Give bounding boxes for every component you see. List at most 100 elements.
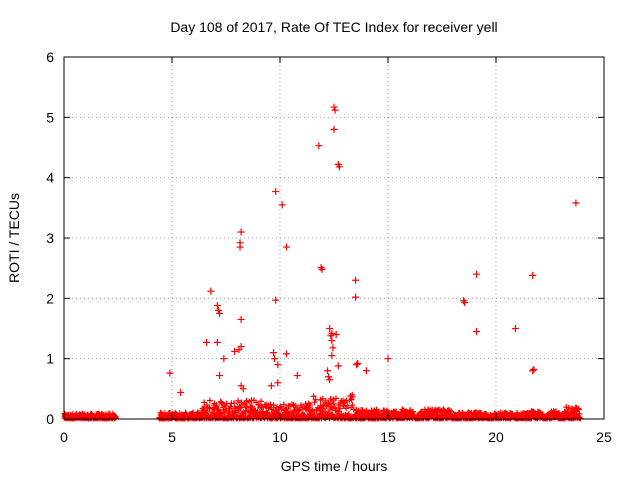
y-tick-label: 4 — [46, 170, 54, 186]
data-point — [461, 299, 469, 307]
data-point — [330, 400, 337, 407]
data-point — [231, 400, 238, 407]
data-point — [207, 287, 215, 295]
data-point — [272, 296, 280, 304]
data-point — [271, 355, 279, 363]
data-point — [343, 405, 350, 412]
data-point — [318, 265, 326, 273]
data-point — [326, 325, 334, 332]
data-point — [349, 393, 356, 400]
data-point — [278, 405, 285, 412]
data-point — [473, 328, 481, 336]
data-points — [61, 103, 584, 422]
data-point — [354, 359, 362, 367]
x-tick-label: 10 — [272, 429, 288, 445]
data-point — [319, 395, 326, 402]
data-point — [177, 388, 185, 396]
data-point — [530, 366, 538, 374]
data-point — [330, 125, 338, 133]
data-point — [315, 142, 323, 150]
data-point — [278, 201, 286, 209]
data-point — [575, 406, 582, 413]
data-point — [242, 407, 249, 414]
data-point — [166, 369, 174, 377]
data-point — [333, 395, 340, 402]
data-point — [325, 373, 333, 381]
y-axis-label: ROTI / TECUs — [6, 193, 22, 283]
data-point — [327, 332, 335, 340]
data-point — [213, 302, 221, 310]
data-point — [206, 404, 213, 411]
data-point — [227, 403, 234, 410]
data-point — [511, 325, 519, 332]
data-point — [337, 405, 344, 412]
data-point — [274, 379, 282, 387]
data-point — [460, 297, 468, 305]
y-tick-label: 3 — [46, 230, 54, 246]
axis-ticks: 0 5 10 15 20 25 0 1 2 3 4 5 6 — [46, 49, 612, 445]
data-point — [235, 397, 242, 404]
data-point — [248, 403, 255, 410]
data-point — [237, 228, 245, 236]
data-point — [330, 103, 338, 111]
y-tick-label: 1 — [46, 351, 54, 367]
data-point — [213, 338, 221, 346]
data-point — [399, 406, 406, 413]
data-point — [317, 264, 325, 272]
y-tick-label: 0 — [46, 411, 54, 427]
data-point — [280, 401, 287, 408]
data-point — [299, 404, 306, 411]
data-point — [239, 385, 247, 393]
data-point — [267, 382, 275, 390]
data-point — [237, 315, 245, 323]
data-point — [307, 401, 314, 408]
data-point — [218, 399, 225, 406]
data-point — [203, 338, 211, 346]
data-point — [236, 243, 244, 251]
grid-lines — [64, 57, 604, 419]
data-point — [328, 352, 336, 360]
data-point — [272, 188, 280, 196]
data-point — [384, 355, 392, 363]
data-point — [214, 306, 222, 314]
data-point — [335, 163, 343, 171]
data-point — [243, 404, 250, 411]
data-point — [352, 276, 360, 284]
y-tick-label: 2 — [46, 290, 54, 306]
data-point — [310, 393, 317, 400]
data-point — [293, 372, 301, 380]
data-point — [349, 402, 356, 409]
data-point — [353, 361, 361, 369]
data-point — [237, 404, 244, 411]
data-point — [572, 199, 580, 207]
data-point — [529, 271, 537, 279]
data-point — [348, 396, 355, 403]
data-point — [220, 355, 228, 363]
data-point — [112, 413, 119, 420]
data-point — [214, 406, 221, 413]
data-point — [329, 344, 337, 352]
x-tick-label: 15 — [380, 429, 396, 445]
data-point — [344, 402, 351, 409]
data-point — [270, 402, 277, 409]
data-point — [577, 415, 584, 422]
y-tick-label: 6 — [46, 49, 54, 65]
data-point — [216, 309, 224, 317]
data-point — [324, 367, 332, 375]
x-tick-label: 20 — [488, 429, 504, 445]
data-point — [328, 337, 336, 345]
data-point — [231, 347, 239, 355]
data-point — [326, 376, 334, 384]
x-tick-label: 25 — [596, 429, 612, 445]
data-point — [216, 372, 224, 380]
data-point — [473, 270, 481, 278]
data-point — [282, 243, 290, 251]
data-point — [213, 402, 220, 409]
data-point — [270, 349, 278, 357]
data-point — [237, 343, 245, 351]
x-axis-label: GPS time / hours — [281, 458, 388, 474]
chart-title: Day 108 of 2017, Rate Of TEC Index for r… — [170, 19, 497, 35]
data-point — [352, 293, 360, 301]
